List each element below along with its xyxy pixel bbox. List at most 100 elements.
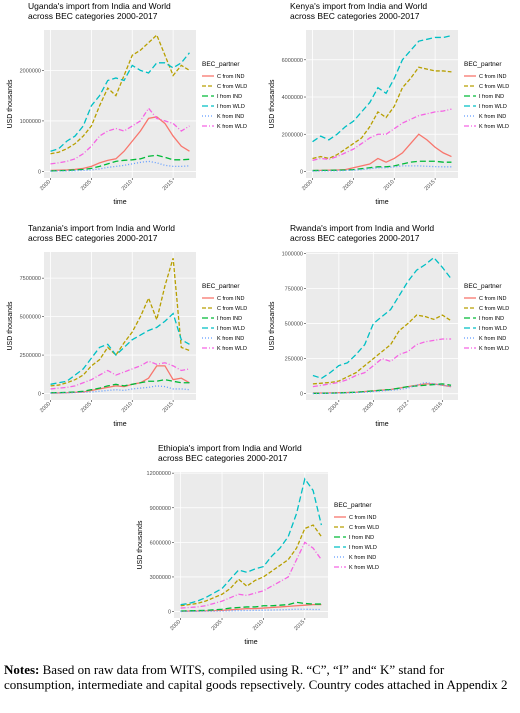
chart: Rwanda's import from India and Worldacro…	[269, 223, 509, 428]
y-tick-label: 0	[300, 392, 303, 398]
x-tick-label: 2012	[396, 401, 409, 414]
y-axis-label: USD thousands	[137, 520, 144, 570]
y-tick-label: 0	[38, 169, 41, 175]
x-axis-label: time	[113, 421, 126, 428]
chart-title: across BEC categories 2000-2017	[290, 11, 420, 21]
legend-label: K from WLD	[479, 346, 509, 352]
legend-label: C from WLD	[479, 306, 509, 312]
x-tick-label: 2015	[162, 401, 175, 414]
series-line	[180, 477, 323, 606]
legend-label: C from WLD	[479, 84, 509, 90]
legend-label: K from WLD	[349, 565, 379, 571]
series-line	[50, 385, 190, 394]
legend-label: K from IND	[217, 114, 244, 120]
legend-label: I from WLD	[479, 104, 507, 110]
legend-label: C from IND	[217, 74, 245, 80]
chart-title: across BEC categories 2000-2017	[28, 11, 158, 21]
legend-label: K from WLD	[217, 346, 247, 352]
series-line	[50, 33, 190, 155]
series-line	[312, 381, 452, 395]
legend-label: C from WLD	[349, 525, 379, 531]
x-axis-label: time	[113, 199, 126, 206]
series-line	[50, 107, 190, 165]
series-line	[50, 360, 190, 390]
series-line	[50, 160, 190, 172]
legend-label: I from WLD	[217, 326, 245, 332]
x-tick-label: 2000	[169, 619, 182, 632]
x-tick-label: 2000	[39, 179, 52, 192]
x-tick-label: 2015	[424, 179, 437, 192]
y-tick-label: 4000000	[282, 95, 303, 101]
series-line	[50, 257, 190, 387]
y-tick-label: 1000000	[20, 119, 41, 125]
chart: Tanzania's import from India and Worldac…	[7, 223, 247, 428]
series-line	[180, 541, 322, 609]
y-axis-label: USD thousands	[7, 301, 14, 351]
x-tick-label: 2010	[252, 619, 265, 632]
y-tick-label: 0	[300, 169, 303, 175]
x-axis-label: time	[375, 421, 388, 428]
y-tick-label: 6000000	[150, 540, 171, 546]
chart-title: Rwanda's import from India and World	[290, 223, 434, 233]
x-tick-label: 2005	[80, 401, 93, 414]
y-tick-label: 500000	[285, 322, 303, 328]
legend-label: C from WLD	[217, 306, 247, 312]
legend-title: BEC_partner	[202, 283, 240, 290]
legend-label: C from WLD	[217, 84, 247, 90]
notes-text: Based on raw data from WITS, compiled us…	[4, 662, 508, 692]
chart-title: Kenya's import from India and World	[290, 1, 427, 11]
y-tick-label: 2500000	[20, 353, 41, 359]
legend-label: K from IND	[479, 114, 506, 120]
series-line	[312, 160, 452, 172]
x-tick-label: 2000	[39, 401, 52, 414]
plot-background	[44, 30, 196, 178]
legend-label: I from IND	[217, 316, 242, 322]
x-tick-label: 2010	[383, 179, 396, 192]
x-tick-label: 2008	[362, 401, 375, 414]
x-tick-label: 2016	[431, 401, 444, 414]
notes-label: Notes:	[4, 662, 40, 677]
series-line	[180, 524, 322, 607]
legend-label: I from WLD	[479, 326, 507, 332]
x-axis-label: time	[375, 199, 388, 206]
series-line	[50, 312, 190, 385]
y-tick-label: 9000000	[150, 506, 171, 512]
chart: Ethiopia's import from India and Worldac…	[137, 443, 379, 646]
x-axis-label: time	[244, 639, 257, 646]
notes: Notes: Based on raw data from WITS, comp…	[4, 662, 514, 692]
y-tick-label: 750000	[285, 286, 303, 292]
plot-background	[306, 252, 458, 400]
legend-label: C from IND	[479, 296, 507, 302]
chart-title: across BEC categories 2000-2017	[290, 233, 420, 243]
y-axis-label: USD thousands	[269, 301, 276, 351]
legend-label: I from IND	[479, 94, 504, 100]
y-tick-label: 5000000	[20, 315, 41, 321]
y-tick-label: 2000000	[20, 68, 41, 74]
chart-title: across BEC categories 2000-2017	[28, 233, 158, 243]
x-tick-label: 2005	[211, 619, 224, 632]
chart-title: across BEC categories 2000-2017	[158, 453, 288, 463]
y-tick-label: 7500000	[20, 276, 41, 282]
y-tick-label: 2000000	[282, 132, 303, 138]
legend-title: BEC_partner	[464, 283, 502, 290]
legend-label: K from WLD	[479, 124, 509, 130]
legend-title: BEC_partner	[334, 502, 372, 509]
y-tick-label: 0	[38, 392, 41, 398]
y-axis-label: USD thousands	[7, 79, 14, 129]
series-line	[180, 601, 322, 612]
series-line	[50, 379, 190, 394]
x-tick-label: 2015	[162, 179, 175, 192]
series-line	[50, 52, 190, 152]
y-tick-label: 1000000	[282, 251, 303, 257]
chart: Uganda's import from India and Worldacro…	[7, 1, 247, 206]
legend-label: I from IND	[217, 94, 242, 100]
x-tick-label: 2015	[293, 619, 306, 632]
series-line	[312, 66, 452, 160]
y-axis-label: USD thousands	[269, 79, 276, 129]
legend-label: K from WLD	[217, 124, 247, 130]
legend-title: BEC_partner	[202, 61, 240, 68]
series-line	[50, 154, 190, 172]
series-line	[312, 314, 452, 385]
x-tick-label: 2010	[121, 401, 134, 414]
